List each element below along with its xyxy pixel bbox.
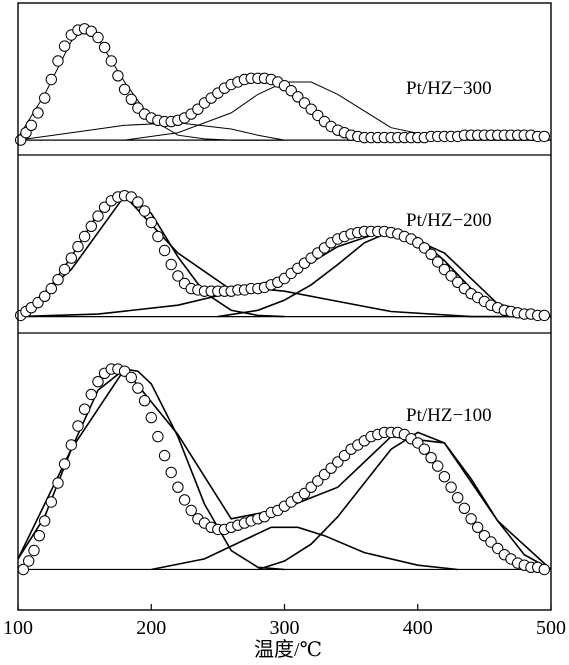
data-point: [432, 256, 444, 268]
data-point: [92, 376, 104, 388]
data-point: [158, 244, 171, 257]
data-point: [65, 252, 78, 264]
data-point: [125, 371, 138, 384]
data-point: [52, 55, 64, 67]
panel-label: Pt/HZ−300: [406, 78, 492, 99]
data-point: [72, 240, 84, 253]
data-point: [538, 130, 550, 143]
data-point: [132, 196, 144, 208]
data-point: [85, 220, 98, 233]
panel-2: [15, 190, 552, 322]
data-point: [138, 205, 151, 217]
panel-label: Pt/HZ−100: [406, 405, 492, 426]
data-point: [425, 248, 437, 261]
data-point: [25, 119, 37, 132]
data-point: [132, 382, 144, 394]
x-axis-title: 温度/℃: [254, 638, 322, 661]
data-point: [418, 443, 431, 455]
data-point: [432, 460, 444, 472]
data-point: [78, 230, 91, 243]
x-tick-label: 500: [536, 617, 566, 639]
x-axis: 100 200 300 400 500: [3, 604, 566, 639]
data-point: [438, 471, 451, 483]
fit-curve: [17, 122, 285, 141]
panel-label: Pt/HZ−200: [406, 210, 492, 231]
x-tick-label: 200: [136, 617, 166, 639]
data-point: [65, 439, 78, 451]
data-point: [92, 31, 104, 44]
data-point: [39, 92, 51, 104]
data-point: [28, 544, 40, 557]
data-point: [465, 513, 477, 525]
data-point: [538, 309, 550, 322]
fit-curve: [17, 367, 552, 571]
data-point: [32, 107, 44, 119]
data-point: [92, 210, 104, 222]
data-point: [125, 93, 138, 106]
data-point: [58, 458, 71, 470]
data-point: [165, 258, 177, 271]
fit-curve: [17, 194, 285, 318]
data-point: [72, 420, 84, 432]
data-point: [78, 403, 91, 415]
data-point: [152, 230, 164, 243]
data-point: [458, 502, 471, 514]
x-tick-label: 400: [403, 617, 433, 639]
data-point: [58, 40, 71, 52]
data-point: [445, 481, 457, 493]
data-point: [165, 466, 177, 479]
data-point: [145, 411, 158, 424]
data-point: [85, 388, 98, 401]
data-point: [118, 83, 131, 96]
data-point: [45, 282, 57, 295]
data-point: [58, 263, 71, 276]
data-point: [112, 70, 124, 82]
data-point: [45, 73, 57, 86]
data-point: [33, 530, 45, 542]
data-point: [538, 563, 550, 576]
data-point: [452, 492, 464, 504]
panels-layer: [15, 23, 552, 576]
data-point: [152, 430, 164, 443]
data-point: [145, 216, 158, 229]
data-point: [23, 555, 35, 567]
fit-curve: [151, 526, 458, 571]
fit-curve: [257, 431, 552, 571]
data-point: [172, 270, 184, 282]
x-tick-label: 300: [270, 617, 300, 639]
data-point: [472, 521, 484, 533]
data-point: [172, 481, 184, 493]
data-point: [45, 496, 57, 508]
panel-1: [15, 23, 551, 146]
x-tick-label: 100: [3, 617, 33, 639]
data-point: [158, 449, 171, 462]
data-point: [105, 55, 118, 67]
data-point: [52, 477, 64, 489]
panel-3: [17, 363, 552, 576]
data-point: [39, 515, 51, 527]
data-point: [39, 290, 51, 302]
data-point: [52, 274, 64, 286]
data-point: [98, 41, 111, 54]
data-point: [138, 395, 151, 407]
data-point: [185, 504, 197, 517]
data-point: [178, 494, 191, 506]
data-point: [425, 452, 437, 464]
